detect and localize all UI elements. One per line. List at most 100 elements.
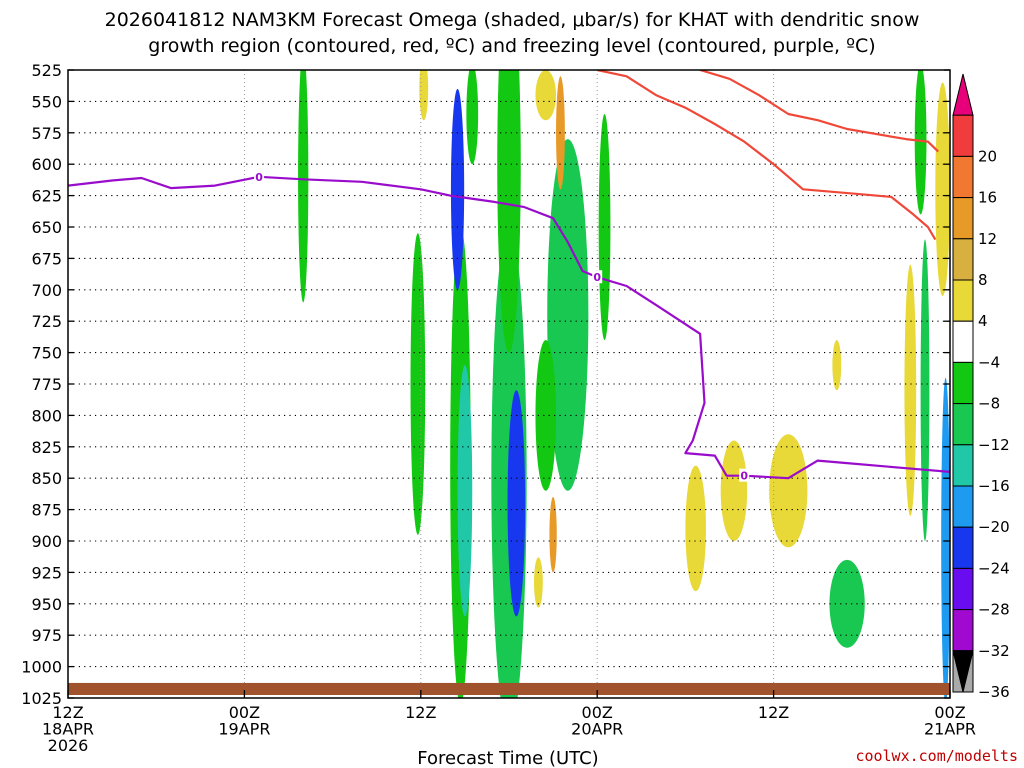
omega-cell bbox=[497, 70, 521, 353]
surface-band bbox=[68, 682, 950, 695]
x-tick-label: 00Z bbox=[934, 703, 965, 722]
colorbar-label: 20 bbox=[978, 147, 997, 165]
y-tick-label: 1000 bbox=[21, 658, 62, 677]
colorbar-segment bbox=[952, 197, 974, 240]
colorbar-triangle-bottom bbox=[952, 650, 974, 693]
colorbar-segment bbox=[952, 403, 974, 446]
y-tick-label: 850 bbox=[31, 469, 62, 488]
omega-cell bbox=[720, 440, 748, 541]
colorbar-label: 12 bbox=[978, 230, 997, 248]
omega-cell bbox=[410, 233, 426, 535]
colorbar-label: −8 bbox=[978, 395, 1000, 413]
y-tick-label: 675 bbox=[31, 249, 62, 268]
omega-cell bbox=[535, 70, 557, 121]
contour-label: 0 bbox=[593, 271, 601, 284]
colorbar-label: −24 bbox=[978, 559, 1010, 577]
colorbar: 20 16 12 8 4 −4 −8 −12 −16 −20 −24 −28 −32 −36 bbox=[952, 73, 1010, 701]
credit-text: coolwx.com/modelts bbox=[855, 747, 1018, 765]
colorbar-label: −28 bbox=[978, 601, 1010, 619]
colorbar-triangle-top bbox=[952, 73, 974, 116]
surface-terrain bbox=[68, 682, 950, 695]
y-tick-label: 900 bbox=[31, 532, 62, 551]
chart-title-line-2: growth region (contoured, red, ºC) and f… bbox=[148, 35, 875, 57]
omega-cell bbox=[904, 264, 917, 516]
omega-cell bbox=[466, 70, 479, 165]
chart-title-line-1: 2026041812 NAM3KM Forecast Omega (shaded… bbox=[105, 9, 920, 31]
colorbar-label: 8 bbox=[978, 271, 988, 289]
y-tick-label: 700 bbox=[31, 281, 62, 300]
omega-cell bbox=[457, 365, 473, 617]
y-tick-label: 650 bbox=[31, 218, 62, 237]
omega-cell bbox=[769, 434, 808, 548]
omega-cell bbox=[685, 465, 706, 592]
colorbar-label: −36 bbox=[978, 683, 1010, 701]
x-tick-label: 20APR bbox=[571, 720, 623, 739]
omega-cell bbox=[533, 557, 543, 608]
contour-line bbox=[596, 70, 937, 241]
omega-cell bbox=[914, 70, 927, 215]
x-tick-label: 12Z bbox=[52, 703, 83, 722]
colorbar-segment bbox=[952, 485, 974, 528]
contour-label: 0 bbox=[255, 171, 263, 184]
contour-label-bg bbox=[739, 468, 750, 482]
contour-label-bg bbox=[592, 270, 603, 284]
colorbar-segment bbox=[952, 444, 974, 487]
x-tick-label: 00Z bbox=[229, 703, 260, 722]
y-tick-label: 800 bbox=[31, 406, 62, 425]
contour-line bbox=[699, 70, 939, 153]
omega-cell bbox=[298, 70, 309, 303]
x-tick-label: 2026 bbox=[48, 736, 89, 755]
omega-cell bbox=[535, 340, 557, 491]
y-tick-label: 825 bbox=[31, 438, 62, 457]
contour-line bbox=[68, 175, 950, 480]
colorbar-label: −20 bbox=[978, 518, 1010, 536]
colorbar-segment bbox=[952, 609, 974, 652]
y-tick-label: 625 bbox=[31, 187, 62, 206]
colorbar-segment bbox=[952, 238, 974, 281]
y-tick-label: 875 bbox=[31, 501, 62, 520]
x-tick-label: 21APR bbox=[924, 720, 976, 739]
y-tick-label: 925 bbox=[31, 563, 62, 582]
colorbar-label: 16 bbox=[978, 189, 997, 207]
y-tick-label: 975 bbox=[31, 626, 62, 645]
x-axis-label: Forecast Time (UTC) bbox=[417, 748, 598, 768]
omega-cell bbox=[832, 340, 842, 391]
y-axis: 525 550 575 600 625 650 675 700 725 750 775 800 825 8… bbox=[21, 61, 950, 708]
colorbar-label: −12 bbox=[978, 436, 1010, 454]
omega-cell bbox=[598, 113, 611, 341]
colorbar-segment bbox=[952, 155, 974, 199]
x-tick-label: 00Z bbox=[582, 703, 613, 722]
plot-area: 0 0 0 bbox=[67, 69, 951, 699]
colorbar-label: −32 bbox=[978, 642, 1010, 660]
colorbar-segment bbox=[952, 114, 974, 157]
x-tick-label: 12Z bbox=[758, 703, 789, 722]
omega-cell bbox=[549, 497, 557, 573]
y-tick-label: 1025 bbox=[21, 689, 62, 708]
omega-cell bbox=[450, 88, 465, 290]
omega-cell bbox=[829, 559, 865, 648]
colorbar-segment bbox=[952, 526, 974, 569]
colorbar-segment bbox=[952, 320, 974, 363]
grid bbox=[68, 69, 950, 699]
omega-cell bbox=[935, 82, 950, 297]
contour-label-bg bbox=[254, 169, 265, 183]
y-tick-label: 750 bbox=[31, 344, 62, 363]
y-tick-label: 575 bbox=[31, 124, 62, 143]
colorbar-label: 4 bbox=[978, 312, 988, 330]
y-tick-label: 775 bbox=[31, 375, 62, 394]
omega-cell bbox=[419, 70, 429, 121]
y-tick-label: 950 bbox=[31, 595, 62, 614]
omega-cell bbox=[507, 390, 526, 617]
colorbar-label: −4 bbox=[978, 353, 1000, 371]
y-tick-label: 550 bbox=[31, 92, 62, 111]
contour-label: 0 bbox=[740, 470, 748, 483]
colorbar-segment bbox=[952, 279, 974, 322]
y-tick-label: 525 bbox=[31, 61, 62, 80]
x-tick-label: 19APR bbox=[218, 720, 270, 739]
x-tick-label: 18APR bbox=[42, 720, 94, 739]
x-tick-label: 12Z bbox=[405, 703, 436, 722]
colorbar-segment bbox=[952, 361, 974, 405]
colorbar-segment bbox=[952, 567, 974, 611]
y-tick-label: 600 bbox=[31, 155, 62, 174]
